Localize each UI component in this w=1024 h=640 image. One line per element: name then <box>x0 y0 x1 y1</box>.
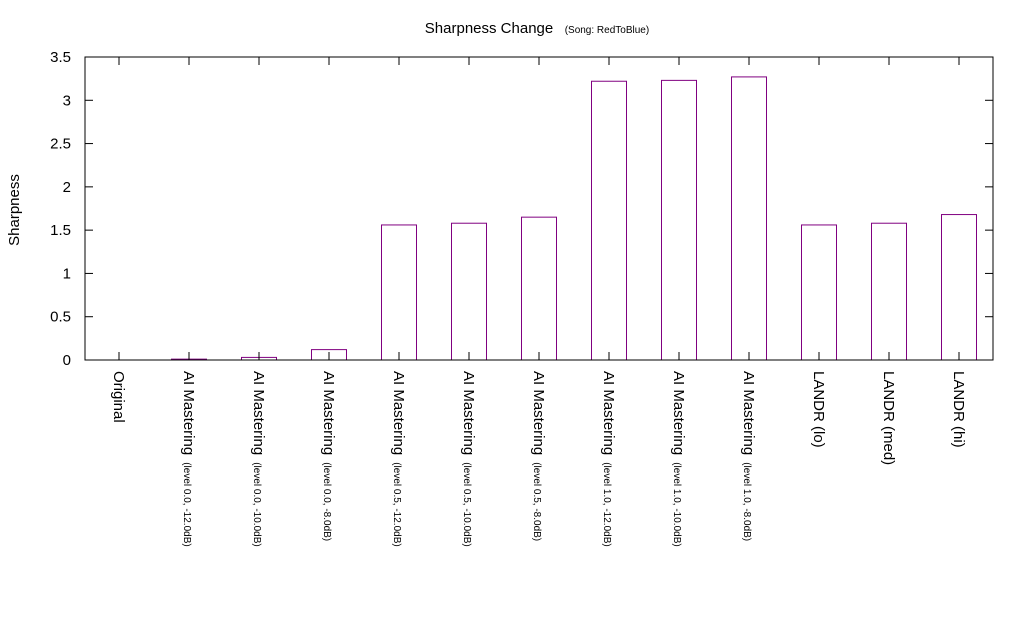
bar <box>381 224 417 361</box>
x-category-main: LANDR (med) <box>880 371 897 465</box>
bar <box>591 80 627 361</box>
x-category-sub: (level 1.0, -12.0dB) <box>601 462 612 547</box>
x-category-label: AI Mastering (level 0.5, -8.0dB) <box>530 371 547 541</box>
bar <box>941 214 977 361</box>
x-category-label: LANDR (hi) <box>950 371 967 448</box>
chart-title-main: Sharpness Change <box>425 20 553 37</box>
bar <box>661 79 697 361</box>
x-category-sub: (level 1.0, -8.0dB) <box>741 462 752 541</box>
chart-subtitle: (Song: RedToBlue) <box>565 25 650 36</box>
y-tick-label: 3 <box>63 92 71 109</box>
x-category-sub: (level 0.0, -10.0dB) <box>251 462 262 547</box>
x-category-label: LANDR (med) <box>880 371 897 465</box>
bars-layer <box>171 76 977 361</box>
x-category-sub: (level 0.5, -12.0dB) <box>391 462 402 547</box>
x-category-main: AI Mastering <box>740 371 757 455</box>
x-category-label: AI Mastering (level 1.0, -8.0dB) <box>740 371 757 541</box>
y-tick-label: 3.5 <box>50 49 71 66</box>
x-category-main: AI Mastering <box>670 371 687 455</box>
x-category-sub: (level 0.0, -12.0dB) <box>181 462 192 547</box>
x-category-label: Original <box>110 371 127 423</box>
chart-title: Sharpness Change (Song: RedToBlue) <box>425 20 649 37</box>
x-category-sub: (level 1.0, -10.0dB) <box>671 462 682 547</box>
bar <box>801 224 837 361</box>
x-category-label: AI Mastering (level 1.0, -10.0dB) <box>670 371 687 547</box>
x-category-main: LANDR (hi) <box>950 371 967 448</box>
bar <box>451 222 487 361</box>
y-tick-label: 2 <box>63 179 71 196</box>
bar <box>731 76 767 361</box>
x-category-main: AI Mastering <box>180 371 197 455</box>
y-tick-label: 1 <box>63 265 71 282</box>
x-category-label: LANDR (lo) <box>810 371 827 448</box>
x-category-label: AI Mastering (level 0.0, -8.0dB) <box>320 371 337 541</box>
labels-layer: 0 0.5 1 1.5 2 2.5 3 3.5 Original AI Mastering (lev… <box>50 49 967 547</box>
x-category-main: Original <box>110 371 127 423</box>
x-category-main: AI Mastering <box>390 371 407 455</box>
y-tick-label: 1.5 <box>50 222 71 239</box>
x-category-label: AI Mastering (level 0.5, -12.0dB) <box>390 371 407 547</box>
bar <box>521 216 557 361</box>
x-category-label: AI Mastering (level 0.0, -12.0dB) <box>180 371 197 547</box>
x-category-main: AI Mastering <box>600 371 617 455</box>
y-axis-label: Sharpness <box>6 174 23 246</box>
x-category-sub: (level 0.0, -8.0dB) <box>321 462 332 541</box>
y-tick-label: 2.5 <box>50 136 71 153</box>
x-category-main: AI Mastering <box>460 371 477 455</box>
y-tick-label: 0.5 <box>50 309 71 326</box>
x-category-label: AI Mastering (level 0.0, -10.0dB) <box>250 371 267 547</box>
x-category-sub: (level 0.5, -10.0dB) <box>461 462 472 547</box>
bar <box>871 222 907 361</box>
plot-frame <box>84 56 994 361</box>
x-category-label: AI Mastering (level 0.5, -10.0dB) <box>460 371 477 547</box>
x-category-main: AI Mastering <box>250 371 267 455</box>
x-category-label: AI Mastering (level 1.0, -12.0dB) <box>600 371 617 547</box>
x-category-sub: (level 0.5, -8.0dB) <box>531 462 542 541</box>
x-category-main: AI Mastering <box>530 371 547 455</box>
x-category-main: AI Mastering <box>320 371 337 455</box>
x-category-main: LANDR (lo) <box>810 371 827 448</box>
y-tick-label: 0 <box>63 352 71 369</box>
